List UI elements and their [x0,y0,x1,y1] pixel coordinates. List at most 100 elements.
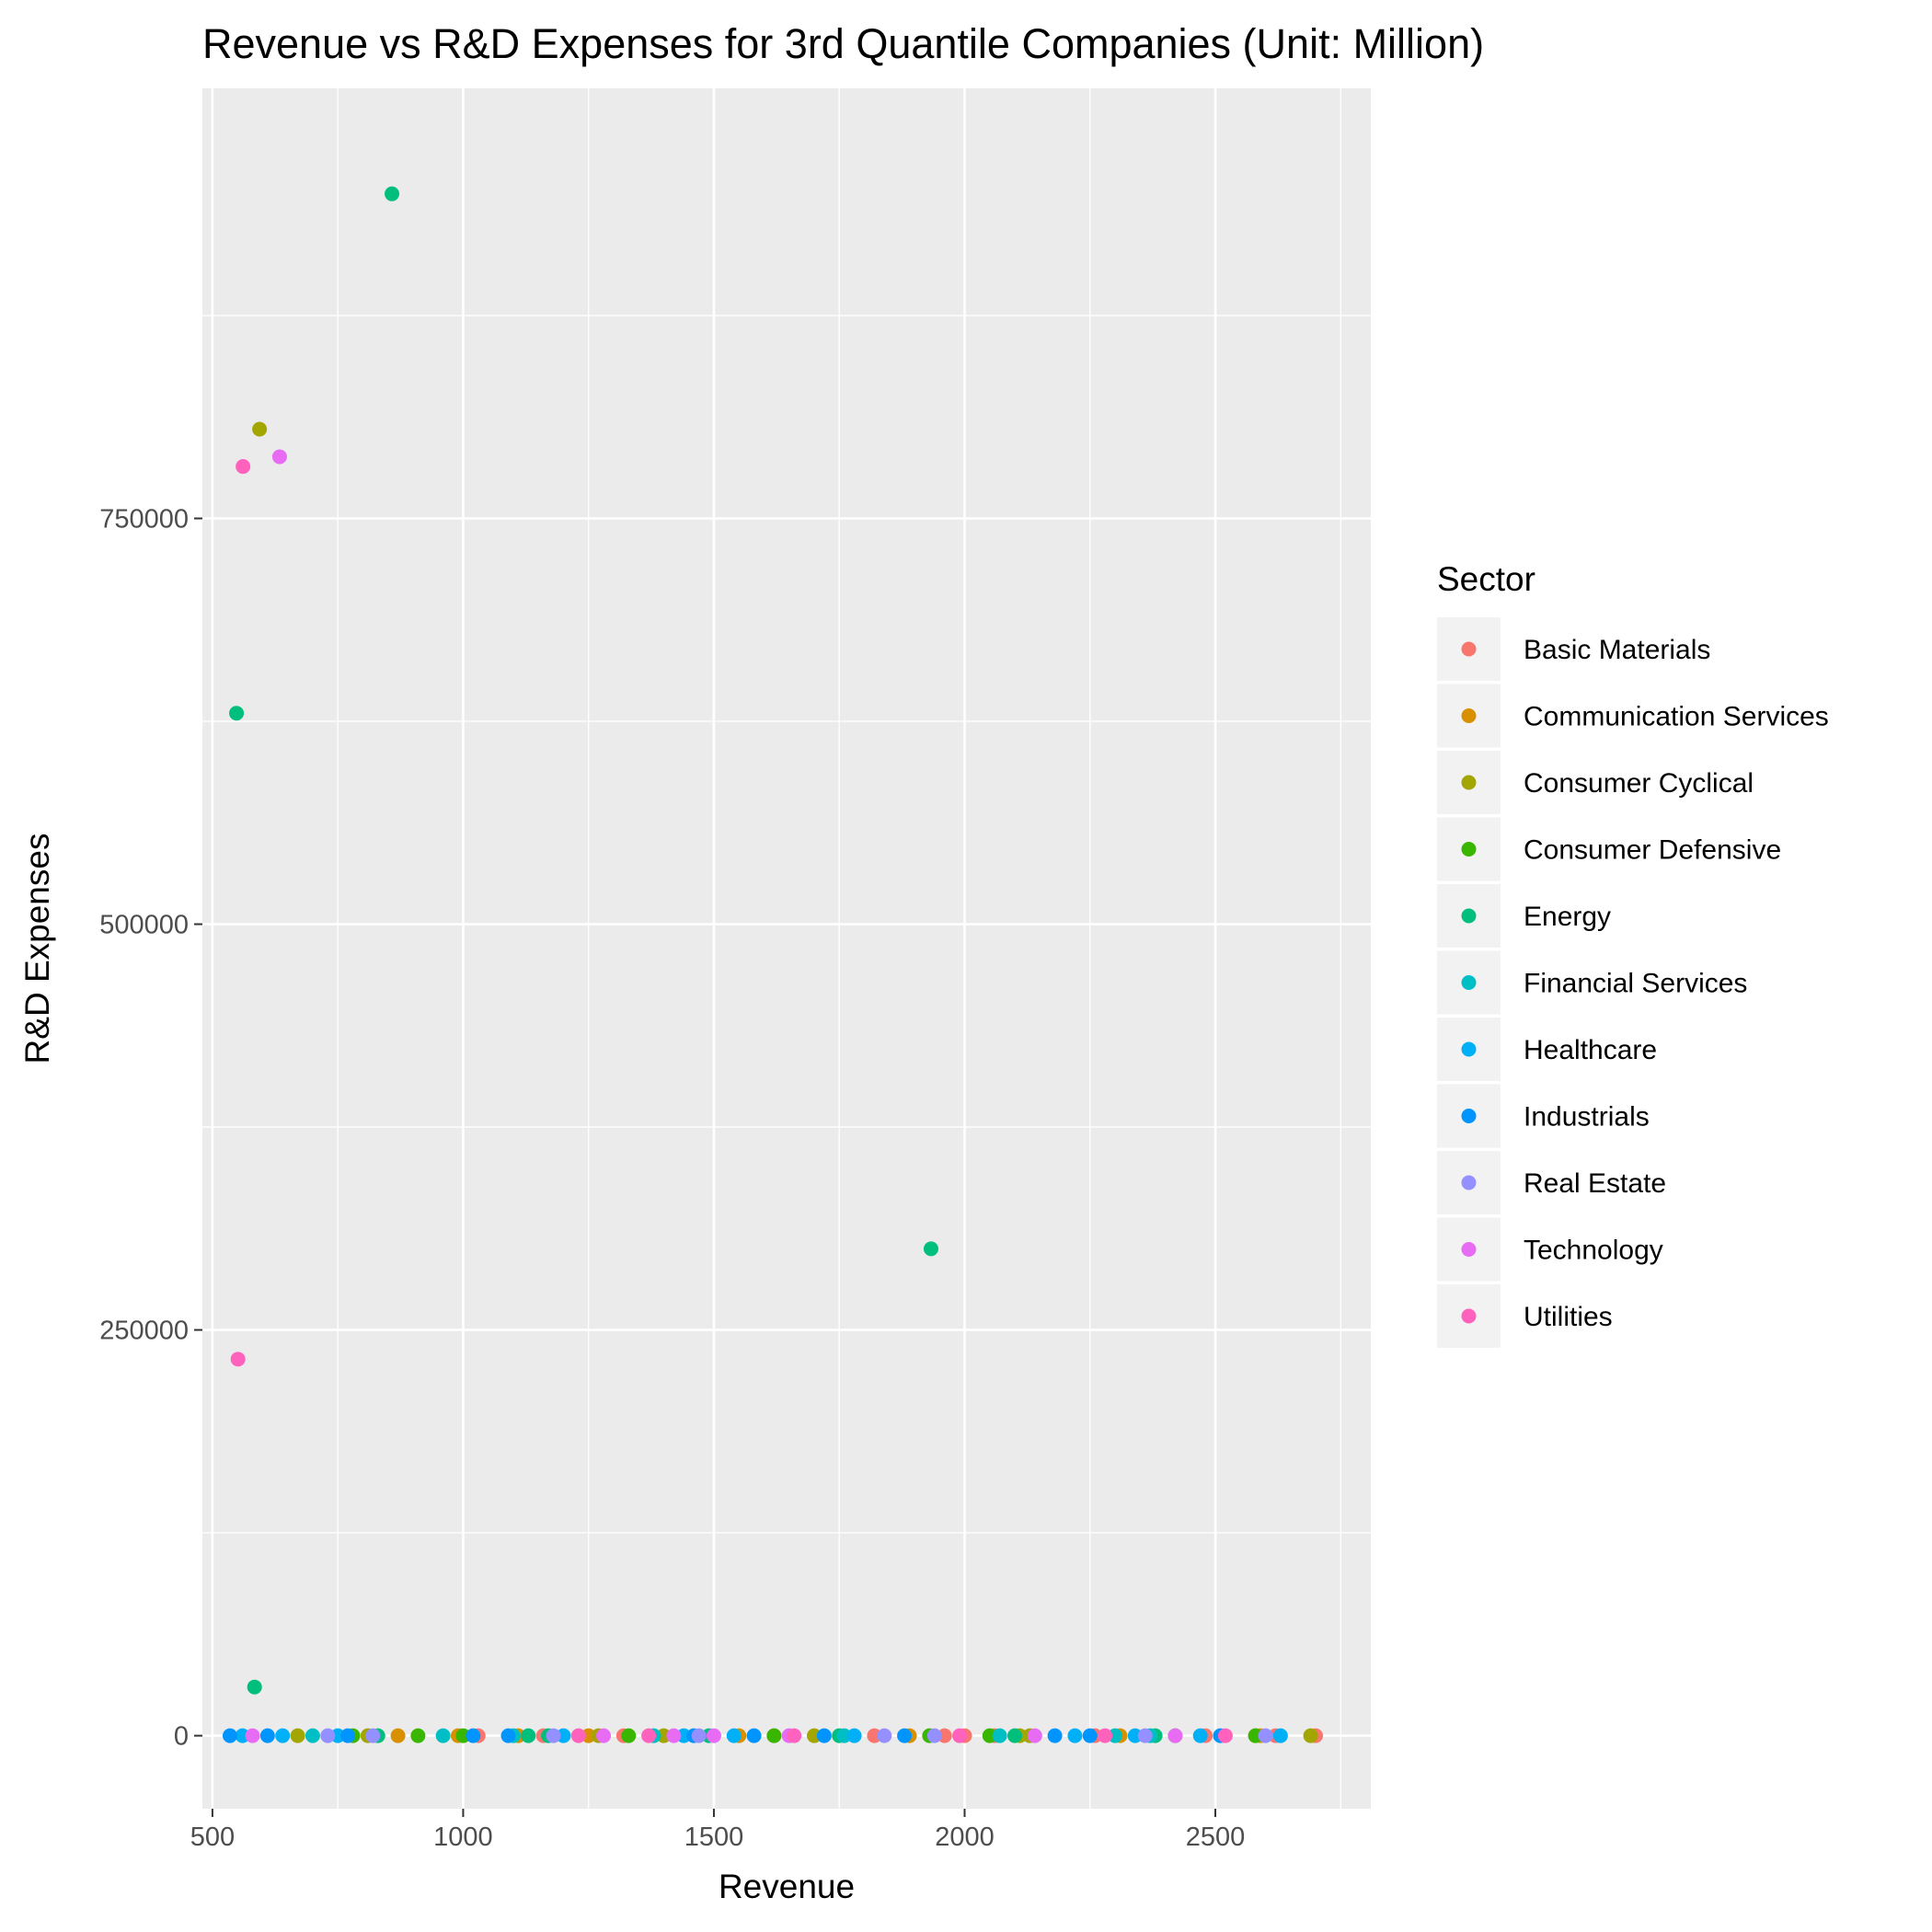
legend-marker-consumer-defensive [1461,842,1477,857]
point-industrials [340,1728,356,1743]
point-industrials [222,1728,237,1743]
legend-title: Sector [1437,560,1535,598]
point-healthcare [1192,1728,1208,1743]
legend-label-technology: Technology [1524,1236,1663,1266]
plot-panel [202,88,1371,1809]
point-healthcare [1067,1728,1083,1743]
point-technology [1027,1728,1042,1743]
legend-label-energy: Energy [1524,902,1611,932]
point-utilities [787,1728,802,1743]
point-real-estate [320,1728,336,1743]
point-real-estate [877,1728,892,1743]
point-financial-services [435,1728,451,1743]
point-consumer-cyclical [290,1728,305,1743]
point-industrials [500,1728,516,1743]
point-real-estate [691,1728,707,1743]
point-energy [521,1728,536,1743]
point-consumer-defensive [621,1728,637,1743]
point-financial-services [992,1728,1007,1743]
chart-title: Revenue vs R&D Expenses for 3rd Quantile… [202,20,1484,67]
point-energy [1007,1728,1023,1743]
y-tick-label: 0 [174,1722,189,1752]
legend-marker-consumer-cyclical [1461,775,1477,790]
point-utilities [230,1351,246,1367]
point-technology [706,1728,721,1743]
legend-marker-industrials [1461,1109,1477,1123]
point-technology [271,449,287,465]
point-technology [1167,1728,1183,1743]
y-axis-title: R&D Expenses [18,834,56,1064]
point-utilities [570,1728,586,1743]
point-financial-services [305,1728,320,1743]
x-tick-label: 1500 [684,1823,744,1852]
legend-label-industrials: Industrials [1524,1102,1650,1133]
major-gridlines [202,88,1371,1809]
legend-marker-technology [1461,1242,1477,1257]
point-consumer-defensive [410,1728,426,1743]
legend-label-utilities: Utilities [1524,1302,1613,1332]
point-technology [245,1728,260,1743]
point-industrials [259,1728,275,1743]
legend: Sector Basic Materials Communication Serv… [1437,560,1829,1348]
legend-marker-healthcare [1461,1041,1477,1057]
point-energy [229,706,245,721]
point-energy [247,1679,262,1695]
point-utilities [236,459,251,475]
point-real-estate [1258,1728,1273,1743]
point-real-estate [365,1728,381,1743]
point-industrials [1047,1728,1063,1743]
x-tick-label: 1000 [433,1823,493,1852]
point-real-estate [926,1728,942,1743]
legend-marker-basic-materials [1461,641,1477,657]
x-axis-title: Revenue [719,1868,855,1905]
y-tick-label: 250000 [99,1317,189,1346]
legend-label-healthcare: Healthcare [1524,1035,1657,1065]
point-healthcare [275,1728,291,1743]
point-utilities [641,1728,657,1743]
point-industrials [1082,1728,1098,1743]
point-technology [666,1728,682,1743]
data-points [222,186,1324,1743]
minor-gridlines [202,88,1371,1809]
legend-marker-financial-services [1461,975,1477,990]
point-utilities [1217,1728,1233,1743]
legend-marker-energy [1461,908,1477,924]
x-axis-tick-labels: 500 1000 1500 2000 2500 [190,1823,1246,1852]
legend-label-consumer-cyclical: Consumer Cyclical [1524,768,1754,799]
y-axis-tick-labels: 0 250000 500000 750000 [99,505,189,1752]
x-tick-label: 500 [190,1823,235,1852]
legend-entries: Basic Materials Communication Services Con… [1437,617,1829,1348]
point-consumer-cyclical [252,421,268,437]
point-technology [596,1728,612,1743]
point-industrials [746,1728,762,1743]
x-tick-label: 2000 [935,1823,995,1852]
point-healthcare [1272,1728,1288,1743]
point-real-estate [1137,1728,1153,1743]
point-industrials [816,1728,832,1743]
y-tick-label: 750000 [99,505,189,535]
legend-marker-utilities [1461,1308,1477,1324]
point-industrials [897,1728,913,1743]
legend-label-real-estate: Real Estate [1524,1168,1666,1199]
legend-marker-real-estate [1461,1175,1477,1190]
point-healthcare [846,1728,862,1743]
y-tick-label: 500000 [99,911,189,940]
legend-label-basic-materials: Basic Materials [1524,635,1710,665]
legend-label-consumer-defensive: Consumer Defensive [1524,835,1781,866]
x-tick-label: 2500 [1186,1823,1246,1852]
point-consumer-defensive [766,1728,782,1743]
point-utilities [952,1728,968,1743]
legend-marker-communication-services [1461,708,1477,723]
axis-ticks [194,517,1217,1817]
point-industrials [466,1728,481,1743]
point-real-estate [546,1728,561,1743]
legend-label-financial-services: Financial Services [1524,969,1747,999]
point-energy [923,1241,938,1257]
point-energy [385,186,400,201]
point-healthcare [726,1728,742,1743]
legend-label-communication-services: Communication Services [1524,702,1829,732]
point-utilities [1098,1728,1113,1743]
point-consumer-cyclical [1303,1728,1318,1743]
point-communication-services [390,1728,406,1743]
